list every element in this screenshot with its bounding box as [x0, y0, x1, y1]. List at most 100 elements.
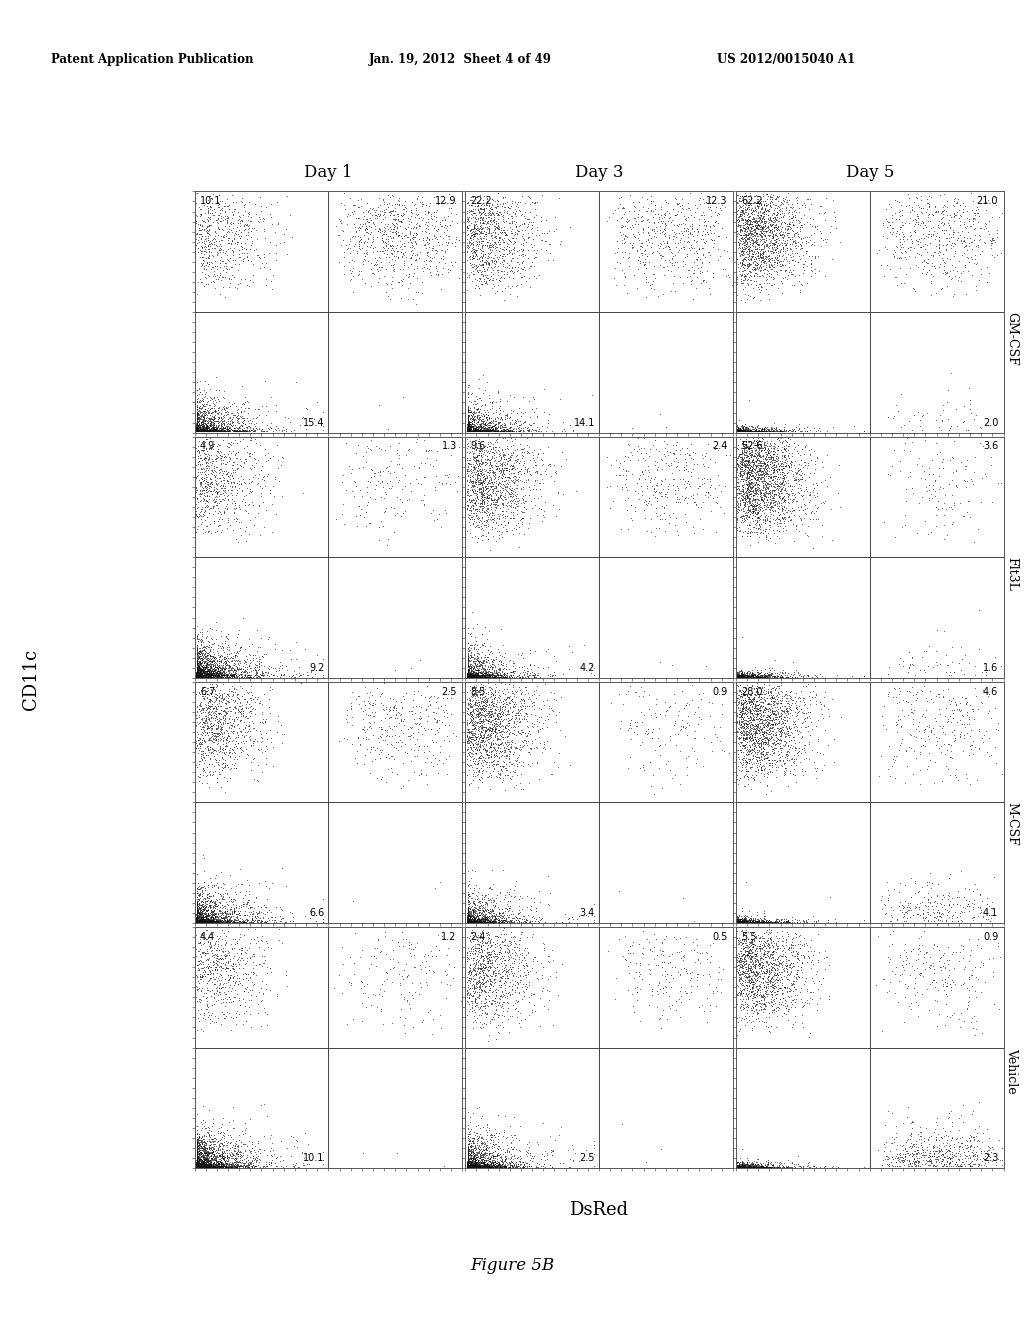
Point	[634, 462, 650, 483]
Point	[240, 1150, 256, 1171]
Point	[731, 421, 748, 442]
Point	[729, 909, 745, 931]
Point	[754, 500, 770, 521]
Point	[782, 510, 799, 531]
Point	[195, 1146, 211, 1167]
Point	[468, 994, 484, 1015]
Point	[189, 391, 206, 412]
Point	[528, 469, 545, 490]
Point	[217, 958, 233, 979]
Point	[468, 1156, 484, 1177]
Point	[463, 491, 479, 512]
Point	[483, 693, 500, 714]
Point	[503, 665, 519, 686]
Point	[475, 667, 492, 688]
Point	[223, 651, 240, 672]
Point	[745, 420, 762, 441]
Point	[189, 182, 206, 203]
Point	[197, 421, 213, 442]
Point	[263, 1144, 280, 1166]
Point	[467, 1155, 483, 1176]
Point	[938, 1125, 954, 1146]
Point	[467, 1156, 483, 1177]
Point	[733, 741, 750, 762]
Point	[745, 1156, 762, 1177]
Point	[470, 986, 486, 1007]
Text: 8.5: 8.5	[471, 686, 486, 697]
Point	[475, 1152, 492, 1173]
Point	[749, 432, 765, 453]
Point	[226, 667, 243, 688]
Point	[493, 513, 509, 535]
Point	[395, 244, 412, 265]
Point	[226, 645, 243, 667]
Point	[655, 479, 672, 500]
Point	[460, 1147, 476, 1168]
Point	[493, 524, 509, 545]
Point	[189, 894, 206, 915]
Point	[956, 216, 973, 238]
Point	[201, 207, 217, 228]
Point	[221, 911, 238, 932]
Point	[729, 927, 745, 948]
Point	[486, 962, 503, 983]
Point	[812, 1156, 828, 1177]
Point	[267, 420, 284, 441]
Point	[750, 667, 766, 688]
Point	[241, 1151, 257, 1172]
Point	[752, 483, 768, 504]
Point	[294, 408, 310, 429]
Point	[499, 405, 515, 426]
Point	[920, 205, 936, 226]
Point	[752, 954, 768, 975]
Point	[487, 667, 504, 688]
Point	[787, 207, 804, 228]
Point	[189, 665, 206, 686]
Point	[526, 692, 543, 713]
Point	[753, 206, 769, 227]
Point	[203, 408, 219, 429]
Point	[215, 709, 231, 730]
Point	[757, 220, 773, 242]
Point	[276, 723, 293, 744]
Point	[740, 995, 757, 1016]
Point	[487, 1134, 504, 1155]
Point	[450, 465, 466, 486]
Point	[955, 214, 972, 235]
Point	[749, 256, 765, 277]
Point	[221, 665, 238, 686]
Point	[202, 420, 218, 441]
Point	[460, 417, 476, 438]
Point	[808, 964, 824, 985]
Point	[194, 1155, 210, 1176]
Point	[974, 467, 990, 488]
Point	[967, 248, 983, 269]
Point	[934, 247, 950, 268]
Point	[484, 705, 501, 726]
Point	[197, 1152, 213, 1173]
Point	[756, 466, 772, 487]
Text: 12.9: 12.9	[435, 197, 457, 206]
Point	[197, 663, 213, 684]
Point	[201, 408, 217, 429]
Point	[469, 1152, 485, 1173]
Point	[187, 420, 204, 441]
Point	[506, 1154, 522, 1175]
Point	[502, 421, 518, 442]
Point	[423, 503, 439, 524]
Point	[466, 911, 482, 932]
Point	[463, 1148, 479, 1170]
Point	[768, 222, 784, 243]
Point	[459, 418, 475, 440]
Point	[780, 189, 797, 210]
Point	[743, 664, 760, 685]
Point	[459, 1155, 475, 1176]
Point	[221, 725, 238, 746]
Point	[194, 243, 210, 264]
Point	[466, 661, 482, 682]
Point	[887, 190, 903, 211]
Point	[933, 717, 949, 738]
Point	[487, 744, 504, 766]
Point	[493, 1139, 509, 1160]
Point	[213, 418, 229, 440]
